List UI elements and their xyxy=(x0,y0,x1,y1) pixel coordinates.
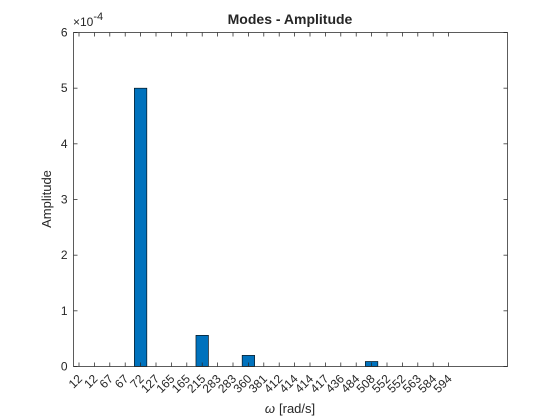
y-tick-label-1: 1 xyxy=(61,304,68,318)
y-axis-ticks: 0 1 2 3 4 5 6 xyxy=(61,26,508,374)
y-exponent-power: -4 xyxy=(93,11,103,23)
y-tick-label-4: 4 xyxy=(61,137,68,151)
x-axis-label: ω [rad/s] xyxy=(265,401,315,416)
y-exponent-label: ×10-4 xyxy=(73,11,103,29)
y-tick-label-5: 5 xyxy=(61,81,68,95)
chart-title: Modes - Amplitude xyxy=(228,11,353,27)
y-tick-label-0: 0 xyxy=(61,360,68,374)
x-axis-unit: [rad/s] xyxy=(279,401,315,416)
x-axis-symbol: ω xyxy=(265,401,275,416)
bar-72-4 xyxy=(134,87,148,367)
bar-215-8 xyxy=(195,335,209,367)
y-tick-label-3: 3 xyxy=(61,193,68,207)
y-tick-label-2: 2 xyxy=(61,248,68,262)
y-exponent-base: ×10 xyxy=(73,15,94,29)
plot-frame xyxy=(73,32,508,367)
y-tick-label-6: 6 xyxy=(61,26,68,40)
y-axis-label: Amplitude xyxy=(39,170,54,228)
